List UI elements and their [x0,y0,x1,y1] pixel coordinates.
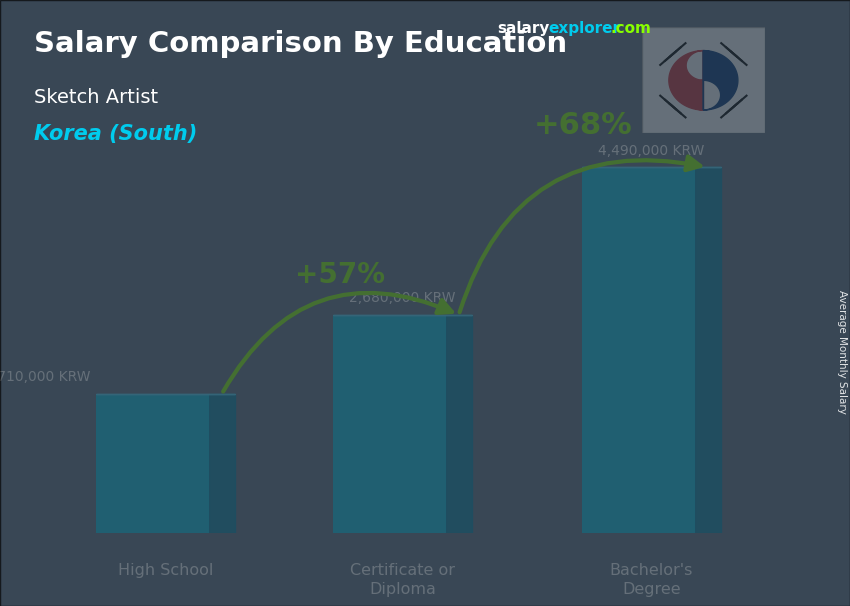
Text: 4,490,000 KRW: 4,490,000 KRW [598,144,705,158]
Text: .com: .com [610,21,651,36]
Text: +57%: +57% [295,261,385,289]
Polygon shape [703,51,738,110]
Bar [582,167,694,533]
Text: High School: High School [118,562,213,578]
Text: salary: salary [497,21,550,36]
Text: Average Monthly Salary: Average Monthly Salary [837,290,847,413]
Text: Bachelor's
Degree: Bachelor's Degree [609,562,693,598]
Polygon shape [209,394,235,533]
Polygon shape [669,51,703,110]
FancyBboxPatch shape [642,27,765,133]
Text: 2,680,000 KRW: 2,680,000 KRW [349,291,456,305]
Bar [333,315,445,533]
Circle shape [669,51,738,110]
Text: +68%: +68% [534,111,632,140]
Bar [96,394,209,533]
Polygon shape [445,315,472,533]
Text: explorer: explorer [548,21,620,36]
Text: Certificate or
Diploma: Certificate or Diploma [350,562,455,598]
Polygon shape [694,167,721,533]
Text: Salary Comparison By Education: Salary Comparison By Education [34,30,567,58]
Text: Korea (South): Korea (South) [34,124,197,144]
Text: Sketch Artist: Sketch Artist [34,88,158,107]
Text: 1,710,000 KRW: 1,710,000 KRW [0,370,90,384]
